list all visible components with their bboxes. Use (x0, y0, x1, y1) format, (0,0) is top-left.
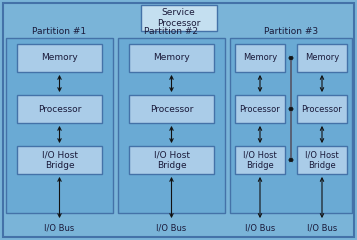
Text: I/O Host
Bridge: I/O Host Bridge (243, 150, 277, 170)
Text: Processor: Processor (38, 104, 81, 114)
Text: Partition #3: Partition #3 (264, 26, 318, 36)
Text: Partition #2: Partition #2 (145, 26, 198, 36)
Bar (129, 146, 214, 174)
Text: Memory: Memory (305, 54, 339, 62)
Text: Service
Processor: Service Processor (157, 8, 200, 28)
Bar (235, 44, 285, 72)
Text: Memory: Memory (243, 54, 277, 62)
Bar (141, 5, 216, 31)
Bar (17, 95, 102, 123)
Text: Memory: Memory (41, 54, 78, 62)
Bar (297, 95, 347, 123)
Bar (129, 44, 214, 72)
Text: Processor: Processor (302, 104, 342, 114)
Bar (118, 38, 225, 213)
Bar (297, 44, 347, 72)
Text: I/O Bus: I/O Bus (245, 223, 275, 233)
Text: I/O Host
Bridge: I/O Host Bridge (305, 150, 339, 170)
Bar (17, 44, 102, 72)
Bar (129, 95, 214, 123)
Bar (6, 38, 113, 213)
Text: I/O Host
Bridge: I/O Host Bridge (154, 150, 190, 170)
Text: Memory: Memory (153, 54, 190, 62)
Text: I/O Host
Bridge: I/O Host Bridge (41, 150, 77, 170)
Text: Processor: Processor (150, 104, 193, 114)
Bar (230, 38, 352, 213)
Text: Partition #1: Partition #1 (32, 26, 86, 36)
Bar (235, 95, 285, 123)
Bar (235, 146, 285, 174)
Bar (297, 146, 347, 174)
Text: I/O Bus: I/O Bus (44, 223, 75, 233)
Text: Processor: Processor (240, 104, 280, 114)
Text: I/O Bus: I/O Bus (156, 223, 187, 233)
Text: I/O Bus: I/O Bus (307, 223, 337, 233)
Bar (17, 146, 102, 174)
